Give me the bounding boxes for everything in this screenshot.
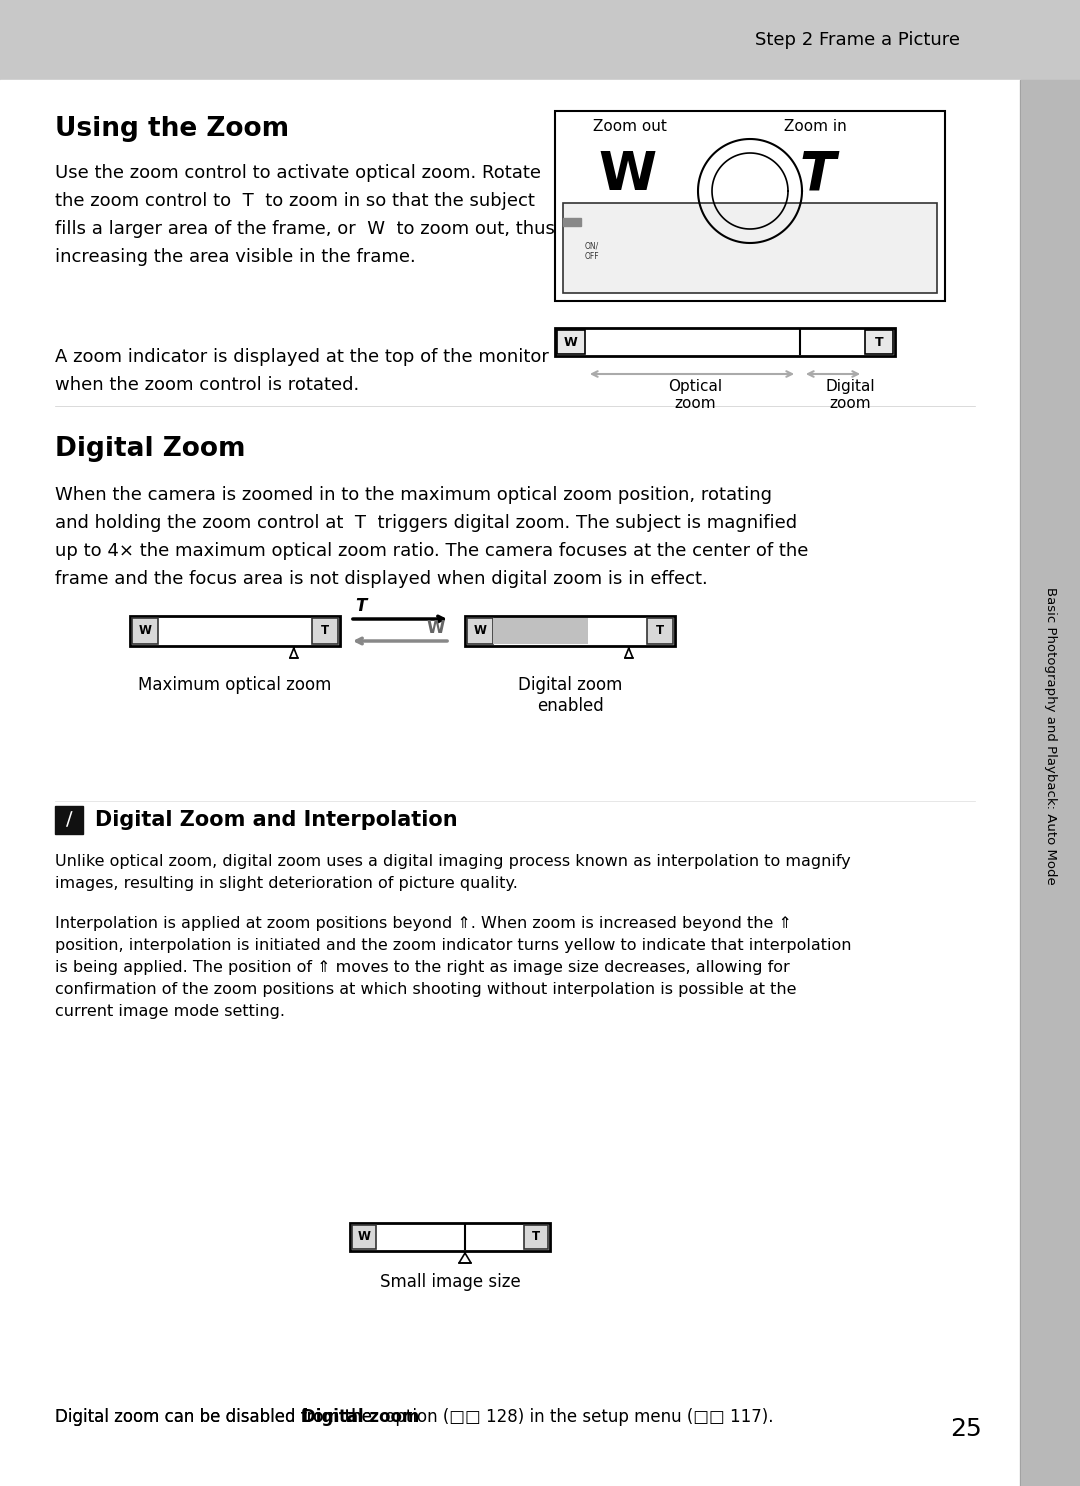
Text: A zoom indicator is displayed at the top of the monitor: A zoom indicator is displayed at the top… <box>55 348 549 366</box>
Bar <box>130 617 340 646</box>
Text: frame and the focus area is not displayed when digital zoom is in effect.: frame and the focus area is not displaye… <box>55 571 707 588</box>
Bar <box>312 618 338 643</box>
Bar <box>350 1223 550 1251</box>
Text: Small image size: Small image size <box>380 1274 521 1291</box>
Text: Zoom out: Zoom out <box>593 119 667 134</box>
Text: T: T <box>532 1230 540 1244</box>
Text: Zoom in: Zoom in <box>784 119 847 134</box>
Text: Maximum optical zoom: Maximum optical zoom <box>138 676 332 694</box>
Text: the zoom control to  T  to zoom in so that the subject: the zoom control to T to zoom in so that… <box>55 192 535 210</box>
Text: position, interpolation is initiated and the zoom indicator turns yellow to indi: position, interpolation is initiated and… <box>55 938 851 953</box>
Bar <box>465 617 675 646</box>
Text: T: T <box>656 624 664 637</box>
Text: Digital zoom can be disabled from the: Digital zoom can be disabled from the <box>55 1409 377 1427</box>
Text: increasing the area visible in the frame.: increasing the area visible in the frame… <box>55 248 416 266</box>
Bar <box>467 618 492 643</box>
Text: Unlike optical zoom, digital zoom uses a digital imaging process known as interp: Unlike optical zoom, digital zoom uses a… <box>55 854 851 869</box>
Text: T: T <box>355 597 366 615</box>
Text: fills a larger area of the frame, or  W  to zoom out, thus: fills a larger area of the frame, or W t… <box>55 220 555 238</box>
Text: up to 4× the maximum optical zoom ratio. The camera focuses at the center of the: up to 4× the maximum optical zoom ratio.… <box>55 542 808 560</box>
Text: W: W <box>138 624 151 637</box>
Text: Digital zoom: Digital zoom <box>302 1409 419 1427</box>
Text: W: W <box>598 149 656 201</box>
Text: is being applied. The position of ⇑ moves to the right as image size decreases, : is being applied. The position of ⇑ move… <box>55 960 789 975</box>
Text: 25: 25 <box>950 1418 982 1441</box>
Text: T: T <box>875 336 883 349</box>
Text: T: T <box>321 624 329 637</box>
Text: images, resulting in slight deterioration of picture quality.: images, resulting in slight deterioratio… <box>55 877 518 892</box>
Bar <box>555 111 945 302</box>
Bar <box>865 330 893 354</box>
Bar <box>563 218 581 226</box>
Text: Digital Zoom and Interpolation: Digital Zoom and Interpolation <box>95 810 458 831</box>
Text: W: W <box>564 336 578 349</box>
Text: confirmation of the zoom positions at which shooting without interpolation is po: confirmation of the zoom positions at wh… <box>55 982 797 997</box>
Bar <box>1020 80 1080 1486</box>
Text: option (□□ 128) in the setup menu (□□ 117).: option (□□ 128) in the setup menu (□□ 11… <box>380 1409 773 1427</box>
Bar <box>0 0 1080 80</box>
Text: current image mode setting.: current image mode setting. <box>55 1005 285 1019</box>
Text: and holding the zoom control at  T  triggers digital zoom. The subject is magnif: and holding the zoom control at T trigge… <box>55 514 797 532</box>
Bar <box>55 805 83 834</box>
Bar <box>492 618 589 643</box>
Text: Digital zoom
enabled: Digital zoom enabled <box>517 676 622 715</box>
Bar <box>524 1224 548 1250</box>
Text: When the camera is zoomed in to the maximum optical zoom position, rotating: When the camera is zoomed in to the maxi… <box>55 486 772 504</box>
Text: Digital
zoom: Digital zoom <box>825 379 875 412</box>
Text: Basic Photography and Playback: Auto Mode: Basic Photography and Playback: Auto Mod… <box>1043 587 1056 884</box>
Text: ∕: ∕ <box>66 810 72 829</box>
Text: Using the Zoom: Using the Zoom <box>55 116 289 143</box>
Text: W: W <box>357 1230 370 1244</box>
Text: Optical
zoom: Optical zoom <box>667 379 723 412</box>
Bar <box>563 204 937 293</box>
Text: ON/
OFF: ON/ OFF <box>585 241 599 260</box>
Text: Use the zoom control to activate optical zoom. Rotate: Use the zoom control to activate optical… <box>55 163 541 181</box>
Bar <box>132 618 158 643</box>
Text: when the zoom control is rotated.: when the zoom control is rotated. <box>55 376 360 394</box>
Bar <box>352 1224 376 1250</box>
Bar <box>557 330 585 354</box>
Text: T: T <box>799 149 835 201</box>
Text: Digital zoom can be disabled from the: Digital zoom can be disabled from the <box>55 1409 377 1427</box>
Bar <box>647 618 673 643</box>
Text: W: W <box>427 620 445 637</box>
Bar <box>555 328 895 357</box>
Text: Step 2 Frame a Picture: Step 2 Frame a Picture <box>755 31 960 49</box>
Text: W: W <box>473 624 486 637</box>
Text: Interpolation is applied at zoom positions beyond ⇑. When zoom is increased beyo: Interpolation is applied at zoom positio… <box>55 915 792 932</box>
Text: Digital zoom can be disabled from the ▸Digital zoom◂ option (□□ 128) in the setu: Digital zoom can be disabled from the ▸D… <box>55 1409 892 1427</box>
Text: Digital Zoom: Digital Zoom <box>55 435 245 462</box>
